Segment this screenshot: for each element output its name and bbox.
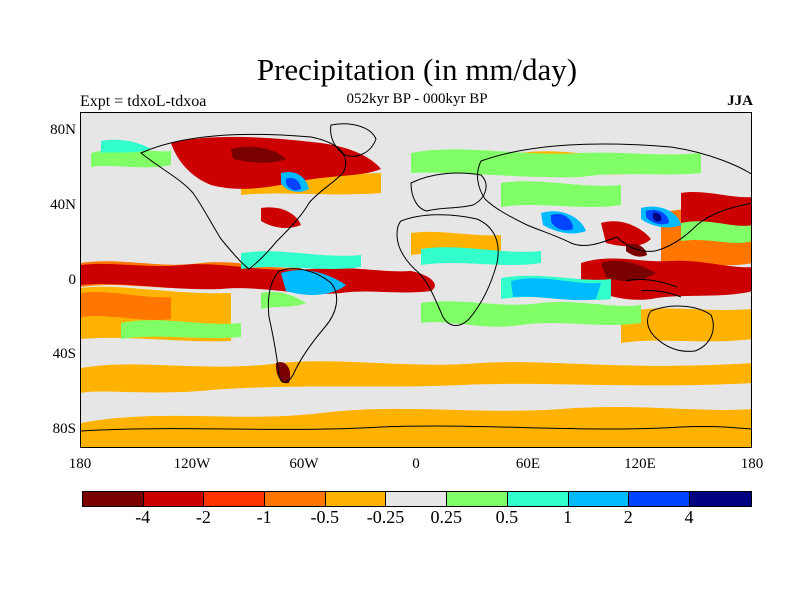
colorbar-swatch — [447, 492, 508, 506]
colorbar-swatch — [265, 492, 326, 506]
anomaly-weak-wetting — [91, 149, 751, 339]
lon-label-180-east: 180 — [740, 456, 764, 472]
colorbar-label: 0.25 — [430, 507, 462, 527]
lon-label-60w: 60W — [289, 456, 319, 472]
indonesia-outline — [625, 278, 682, 298]
lon-label-0: 0 — [412, 456, 420, 472]
map-canvas — [81, 113, 751, 447]
colorbar-label: -1 — [256, 507, 272, 527]
colorbar-swatch — [83, 492, 144, 506]
lat-label-80s: 80S — [52, 421, 76, 437]
colorbar-label: 0.5 — [495, 507, 519, 527]
colorbar-swatch — [204, 492, 266, 506]
colorbar-swatch — [507, 492, 569, 506]
asia-outline — [477, 143, 751, 252]
season-label: JJA — [727, 93, 753, 109]
lat-label-80n: 80N — [50, 122, 76, 138]
north-america-outline — [140, 133, 347, 270]
chart-title: Precipitation (in mm/day) — [256, 52, 578, 87]
lon-label-120w: 120W — [173, 456, 211, 472]
australia-outline — [647, 305, 714, 352]
precipitation-map — [80, 112, 752, 448]
lon-label-180-west: 180 — [68, 456, 92, 472]
experiment-label: Expt = tdxoL-tdxoa — [80, 93, 207, 110]
colorbar-swatch — [568, 492, 630, 506]
lon-label-60e: 60E — [515, 456, 541, 472]
greenland-outline — [330, 123, 377, 157]
colorbar-label: -2 — [195, 507, 211, 527]
colorbar-swatch — [325, 492, 387, 506]
colorbar-label: 1 — [563, 507, 573, 527]
lon-label-120e: 120E — [624, 456, 656, 472]
lat-label-40s: 40S — [52, 346, 76, 362]
colorbar-swatch — [143, 492, 205, 506]
south-america-outline — [267, 268, 338, 383]
europe-outline — [410, 172, 487, 212]
colorbar-label: -0.5 — [310, 507, 340, 527]
colorbar-swatch — [629, 492, 690, 506]
colorbar-label: -4 — [135, 507, 151, 527]
anomaly-extreme-wetting — [652, 212, 662, 222]
lat-label-40n: 40N — [50, 197, 76, 213]
africa-outline — [396, 214, 499, 326]
colorbar-label: 2 — [623, 507, 633, 527]
lat-label-0: 0 — [68, 272, 77, 288]
colorbar-swatch — [689, 492, 751, 506]
colorbar-label: 4 — [684, 507, 694, 527]
colorbar — [82, 491, 752, 507]
antarctica-outline — [81, 425, 751, 432]
coastlines — [81, 123, 751, 432]
colorbar-swatch — [386, 492, 448, 506]
colorbar-label: -0.25 — [366, 507, 405, 527]
chart-subtitle: 052kyr BP - 000kyr BP — [346, 91, 488, 107]
